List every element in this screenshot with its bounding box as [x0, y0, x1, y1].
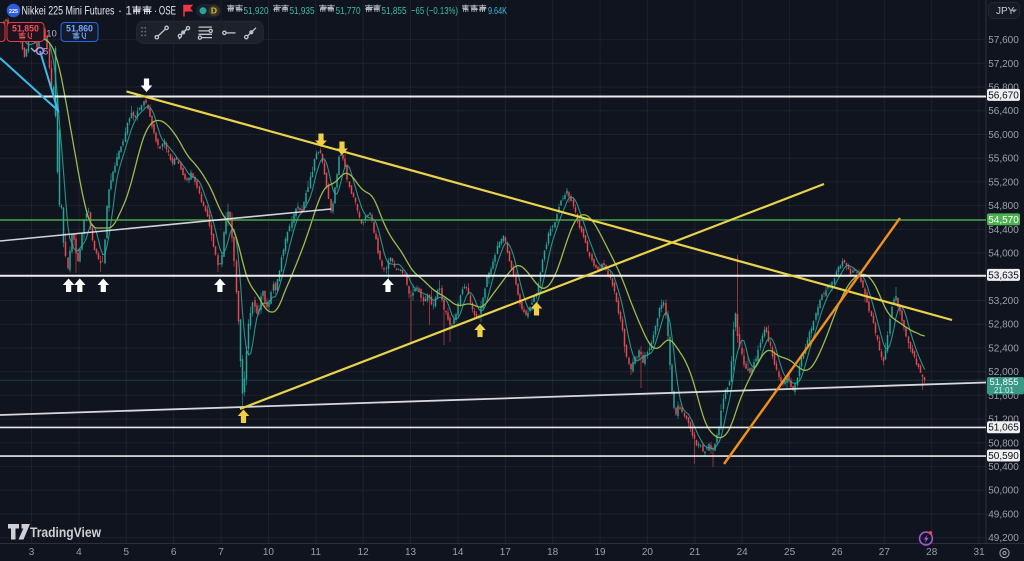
svg-text:51,770: 51,770 [336, 5, 361, 17]
svg-text:50,400: 50,400 [988, 462, 1019, 473]
svg-text:3: 3 [29, 547, 35, 558]
svg-text:25: 25 [784, 547, 796, 558]
svg-text:26: 26 [831, 547, 843, 558]
svg-text:10: 10 [46, 29, 57, 40]
svg-text:21:01: 21:01 [994, 386, 1015, 395]
svg-text:· OSE: · OSE [154, 4, 176, 18]
svg-text:51,920: 51,920 [244, 5, 269, 17]
svg-text:52,400: 52,400 [988, 343, 1019, 354]
svg-text:54,400: 54,400 [988, 225, 1019, 236]
svg-text:56,400: 56,400 [988, 106, 1019, 117]
svg-text:53,635: 53,635 [988, 270, 1019, 281]
svg-text:49,600: 49,600 [988, 510, 1019, 521]
svg-text:20: 20 [642, 547, 654, 558]
svg-text:· 1: · 1 [118, 4, 132, 18]
svg-text:51,860: 51,860 [66, 24, 93, 34]
svg-text:Nikkei 225 Mini Futures: Nikkei 225 Mini Futures [22, 4, 115, 18]
svg-text:56,000: 56,000 [988, 130, 1019, 141]
svg-text:TradingView: TradingView [30, 525, 101, 540]
svg-text:10: 10 [263, 547, 275, 558]
svg-text:56,800: 56,800 [988, 83, 1019, 94]
svg-text:31: 31 [974, 547, 986, 558]
svg-text:D: D [211, 6, 217, 16]
svg-text:53,200: 53,200 [988, 296, 1019, 307]
svg-text:57,200: 57,200 [988, 59, 1019, 70]
svg-text:225: 225 [9, 9, 18, 15]
svg-text:54,800: 54,800 [988, 201, 1019, 212]
svg-text:28: 28 [926, 547, 938, 558]
svg-text:24: 24 [737, 547, 749, 558]
svg-text:51,850: 51,850 [12, 24, 39, 34]
svg-text:5: 5 [43, 47, 48, 58]
svg-text:51,855: 51,855 [989, 377, 1018, 388]
svg-text:52,800: 52,800 [988, 320, 1019, 331]
svg-text:51,200: 51,200 [988, 415, 1019, 426]
svg-text:55,600: 55,600 [988, 154, 1019, 165]
svg-text:11: 11 [311, 547, 322, 558]
svg-text:51,855: 51,855 [382, 5, 407, 17]
svg-text:4: 4 [76, 547, 82, 558]
svg-text:6: 6 [171, 547, 177, 558]
svg-text:5: 5 [123, 547, 129, 558]
svg-text:54,570: 54,570 [988, 215, 1019, 226]
svg-text:50,590: 50,590 [988, 451, 1019, 462]
svg-text:50,000: 50,000 [988, 486, 1019, 497]
svg-text:7: 7 [218, 547, 224, 558]
svg-text:19: 19 [594, 547, 606, 558]
svg-text:17: 17 [500, 547, 512, 558]
svg-text:13: 13 [405, 547, 417, 558]
svg-text:−65 (−0.13%): −65 (−0.13%) [411, 5, 458, 17]
svg-text:56,670: 56,670 [988, 90, 1019, 101]
svg-text:12: 12 [358, 547, 370, 558]
svg-text:55,200: 55,200 [988, 177, 1019, 188]
svg-text:51,065: 51,065 [988, 423, 1019, 434]
svg-text:9.64K: 9.64K [488, 5, 507, 17]
svg-text:54,000: 54,000 [988, 249, 1019, 260]
svg-text:49,200: 49,200 [988, 533, 1019, 544]
svg-text:52,000: 52,000 [988, 367, 1019, 378]
svg-text:18: 18 [547, 547, 559, 558]
svg-text:57,600: 57,600 [988, 35, 1019, 46]
svg-text:JPY: JPY [996, 6, 1015, 17]
svg-text:27: 27 [879, 547, 891, 558]
svg-text:21: 21 [689, 547, 701, 558]
svg-text:51,935: 51,935 [290, 5, 315, 17]
svg-text:50,800: 50,800 [988, 438, 1019, 449]
svg-text:51,600: 51,600 [988, 391, 1019, 402]
svg-text:14: 14 [452, 547, 464, 558]
